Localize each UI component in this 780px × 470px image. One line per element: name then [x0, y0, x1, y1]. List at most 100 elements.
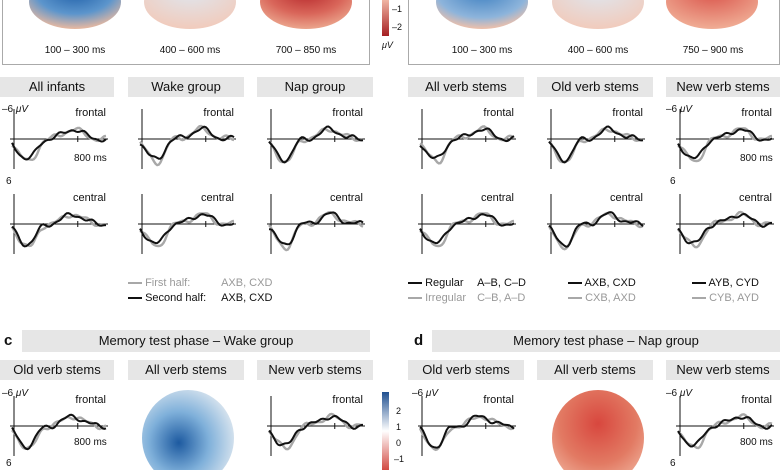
group-header-new-verb-stems: New verb stems: [666, 77, 780, 97]
y-axis-top-label: –6 μV: [2, 388, 29, 399]
scalp-map-5: [552, 0, 644, 29]
region-label: frontal: [332, 394, 363, 406]
erp-trace-black: [268, 125, 364, 164]
legend-second-label: Second half:: [145, 292, 207, 304]
time-window-label: 100 – 300 ms: [451, 45, 513, 56]
erp-plot-central: [267, 194, 365, 254]
erp-trace-black: [419, 213, 515, 245]
colorbar-tick: 2: [396, 406, 402, 416]
top-left-frame: [2, 0, 370, 65]
group-header-old-verb-stems: Old verb stems: [537, 77, 653, 97]
erp-trace-black: [11, 212, 106, 248]
bottom-colorbar: [382, 392, 389, 470]
region-label: central: [329, 192, 363, 204]
group-header-nap: Nap group: [257, 77, 373, 97]
region-label: frontal: [75, 394, 106, 406]
col-header-new-verb-stems: New verb stems: [666, 360, 780, 380]
time-axis-label: 800 ms: [740, 437, 773, 448]
y-axis-top-label: –6 μV: [666, 104, 693, 115]
erp-trace-black: [11, 129, 107, 161]
panel-d-title: Memory test phase – Nap group: [432, 330, 780, 352]
top-colorbar: [382, 0, 389, 36]
erp-plot-frontal: [138, 109, 236, 169]
scalp-map-2: [144, 0, 236, 29]
erp-plot-frontal: [418, 396, 516, 456]
erp-plot-central: [547, 194, 645, 254]
erp-plot-central: [138, 194, 236, 254]
erp-trace-gray: [548, 127, 644, 164]
erp-plot-frontal: [676, 396, 774, 456]
erp-trace-black: [548, 211, 644, 248]
scalp-map-6: [666, 0, 758, 29]
colorbar-tick: –1: [392, 4, 403, 14]
top-left-scalp-maps: [29, 0, 352, 29]
erp-plot-frontal: [10, 109, 108, 169]
group-header-all-verb-stems: All verb stems: [408, 77, 524, 97]
time-axis-label: 800 ms: [74, 153, 107, 164]
erp-trace-gray: [268, 210, 364, 252]
colorbar-tick: –1: [394, 454, 405, 464]
y-axis-bottom-label: 6: [6, 176, 12, 187]
scalp-map-nap-all: [552, 390, 644, 470]
erp-trace-black: [677, 212, 772, 245]
time-axis-label: 800 ms: [74, 437, 107, 448]
erp-plot-frontal: [267, 396, 365, 456]
time-window-label: 750 – 900 ms: [682, 45, 744, 56]
erp-plot-frontal: [676, 109, 774, 169]
y-axis-bottom-label: 6: [670, 458, 676, 469]
erp-trace-gray: [268, 127, 364, 164]
erp-axes: [10, 396, 108, 456]
erp-trace-black: [419, 127, 515, 160]
region-label: frontal: [612, 107, 643, 119]
erp-plot-frontal: [10, 396, 108, 456]
erp-plot-frontal: [547, 109, 645, 169]
erp-plot-frontal: [267, 109, 365, 169]
region-label: frontal: [741, 394, 772, 406]
erp-trace-gray: [139, 124, 235, 167]
region-label: frontal: [75, 107, 106, 119]
region-label: frontal: [203, 107, 234, 119]
region-label: frontal: [332, 107, 363, 119]
erp-trace-black: [268, 211, 364, 246]
panel-c-title: Memory test phase – Wake group: [22, 330, 370, 352]
erp-axes: [267, 109, 365, 169]
time-window-label: 400 – 600 ms: [567, 45, 629, 56]
erp-trace-black: [548, 125, 644, 164]
col-header-new-verb-stems: New verb stems: [257, 360, 373, 380]
time-window-label: 700 – 850 ms: [275, 45, 337, 56]
erp-plot-central: [10, 194, 108, 254]
erp-trace-black: [139, 213, 235, 245]
col-header-all-verb-stems: All verb stems: [537, 360, 653, 380]
erp-trace-black: [268, 414, 363, 447]
legend-first-label: First half:: [145, 277, 191, 289]
time-window-label: 100 – 300 ms: [44, 45, 106, 56]
region-label: frontal: [741, 107, 772, 119]
erp-trace-black: [11, 413, 107, 451]
region-label: central: [738, 192, 772, 204]
time-axis-label: 800 ms: [740, 153, 773, 164]
scalp-map-3: [260, 0, 352, 29]
region-label: frontal: [483, 394, 514, 406]
legend-right-1: Regular A–B, C–D Irregular C–B, A–D: [408, 276, 526, 306]
erp-plot-frontal: [418, 109, 516, 169]
erp-trace-black: [677, 416, 773, 448]
col-header-old-verb-stems: Old verb stems: [408, 360, 524, 380]
panel-letter-c: c: [4, 332, 13, 349]
erp-trace-gray: [418, 415, 515, 452]
legend-right-2: AXB, CXD CXB, AXD: [568, 276, 636, 306]
legend-first-value: AXB, CXD: [221, 277, 273, 289]
erp-axes: [418, 396, 516, 456]
erp-axes: [267, 396, 365, 456]
top-right-scalp-maps: [436, 0, 758, 29]
y-axis-bottom-label: 6: [670, 176, 676, 187]
colorbar-tick: –2: [392, 22, 403, 32]
scalp-map-4: [436, 0, 528, 29]
col-header-all-verb-stems: All verb stems: [128, 360, 244, 380]
erp-plot-central: [676, 194, 774, 254]
scalp-map-1: [29, 0, 121, 29]
colorbar-tick: 1: [396, 422, 402, 432]
region-label: central: [480, 192, 514, 204]
time-window-label: 400 – 600 ms: [159, 45, 221, 56]
region-label: central: [200, 192, 234, 204]
region-label: central: [609, 192, 643, 204]
